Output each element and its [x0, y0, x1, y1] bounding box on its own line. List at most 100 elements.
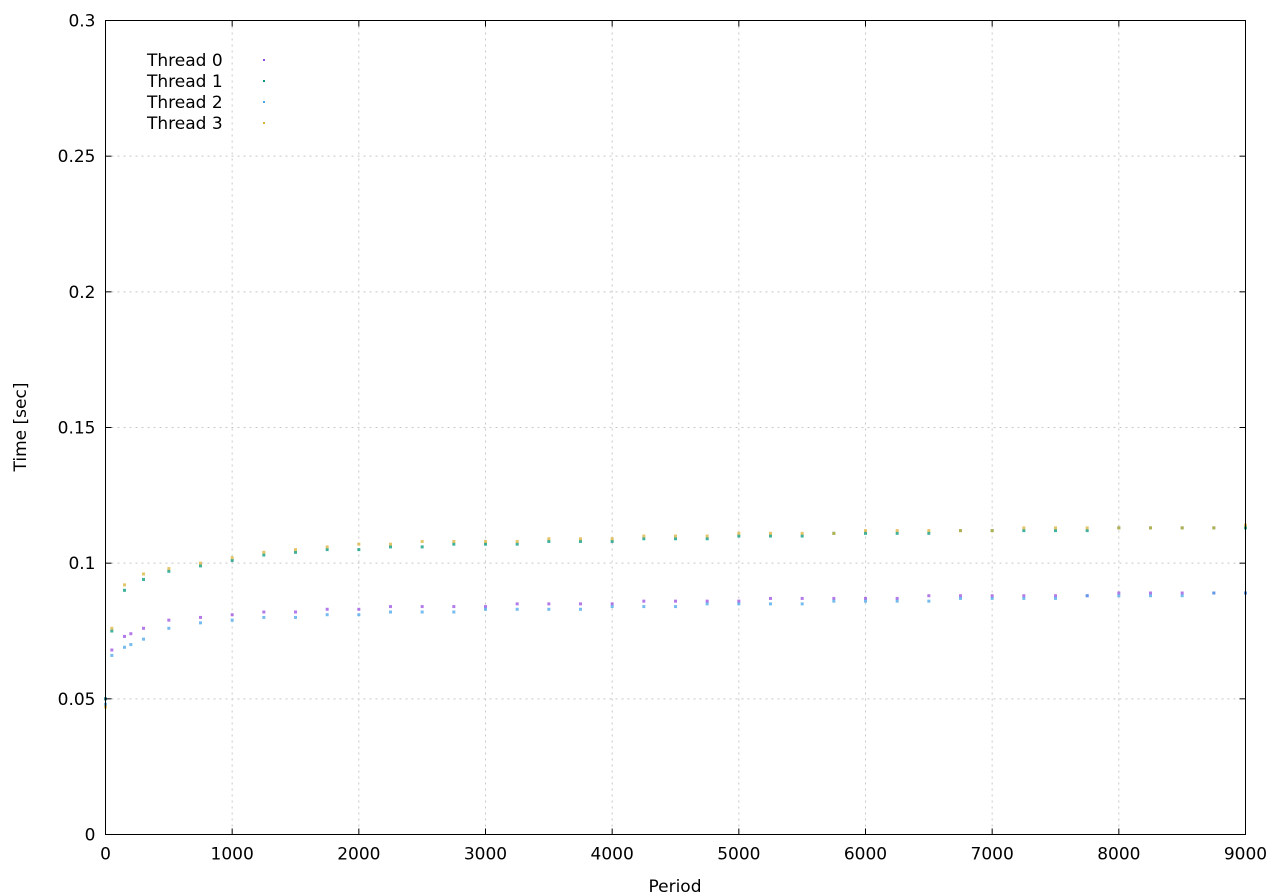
x-tick-label: 5000 — [717, 845, 760, 865]
data-point — [1022, 529, 1026, 533]
data-point — [705, 534, 709, 538]
data-point — [325, 548, 329, 552]
data-point — [515, 607, 519, 611]
data-point — [123, 583, 126, 587]
data-point — [927, 529, 931, 533]
data-point — [642, 599, 646, 603]
data-point — [167, 618, 171, 622]
data-point — [959, 529, 962, 533]
data-point — [357, 613, 361, 617]
x-axis-label: Period — [648, 877, 701, 896]
series-1-points — [104, 526, 1247, 701]
data-point — [864, 599, 867, 603]
data-points — [104, 523, 1247, 709]
data-point — [1085, 594, 1089, 598]
data-point — [142, 626, 145, 630]
data-point — [325, 607, 329, 611]
data-point — [547, 607, 551, 611]
y-tick-label: 0.2 — [68, 283, 95, 303]
data-point — [642, 534, 646, 538]
data-point — [769, 596, 772, 600]
grid — [105, 20, 1246, 835]
data-point — [167, 626, 171, 630]
axis-ticks — [105, 20, 1246, 835]
data-point — [110, 629, 114, 633]
data-point — [927, 594, 931, 598]
data-point — [959, 596, 962, 600]
data-point — [737, 599, 741, 603]
data-point — [1022, 526, 1026, 530]
data-point — [199, 564, 202, 568]
data-point — [895, 529, 899, 533]
x-tick-label: 2000 — [337, 845, 380, 865]
data-point — [1180, 526, 1184, 530]
y-axis-label: Time [sec] — [11, 383, 31, 473]
data-point — [800, 596, 804, 600]
data-point — [389, 605, 392, 609]
data-point — [199, 621, 202, 625]
data-point — [142, 637, 145, 641]
data-point — [357, 607, 361, 611]
legend-label: Thread 3 — [146, 114, 223, 134]
data-point — [484, 539, 487, 543]
data-point — [927, 599, 931, 603]
data-point — [110, 626, 114, 630]
legend-marker — [263, 122, 265, 124]
data-point — [674, 537, 677, 541]
data-point — [1054, 596, 1057, 600]
data-point — [769, 602, 772, 606]
data-point — [484, 607, 487, 611]
data-point — [357, 542, 361, 546]
data-point — [1149, 594, 1152, 598]
data-point — [294, 615, 297, 619]
data-point — [262, 550, 266, 554]
y-tick-label: 0.1 — [68, 554, 95, 574]
data-point — [262, 610, 266, 614]
data-point — [484, 605, 487, 609]
data-point — [895, 599, 899, 603]
data-point — [579, 602, 582, 606]
data-point — [832, 599, 836, 603]
data-point — [1054, 526, 1057, 530]
data-point — [895, 596, 899, 600]
data-point — [452, 610, 456, 614]
data-point — [674, 534, 677, 538]
data-point — [1085, 526, 1089, 530]
series-3-points — [104, 523, 1247, 709]
x-tick-label: 3000 — [464, 845, 507, 865]
data-point — [800, 531, 804, 535]
x-tick-label: 1000 — [211, 845, 254, 865]
y-tick-label: 0.05 — [58, 690, 96, 710]
data-point — [990, 529, 994, 533]
legend-label: Thread 2 — [146, 93, 223, 113]
data-point — [1180, 594, 1184, 598]
data-point — [895, 531, 899, 535]
data-point — [1149, 526, 1152, 530]
data-point — [230, 558, 234, 562]
data-point — [199, 615, 202, 619]
data-point — [1054, 529, 1057, 533]
y-tick-label: 0.15 — [58, 419, 96, 439]
data-point — [927, 531, 931, 535]
data-point — [230, 613, 234, 617]
data-point — [1117, 591, 1121, 595]
data-point — [484, 542, 487, 546]
tick-labels: 0 1000 2000 3000 4000 5000 6000 7000 8000 9000 0 0.… — [58, 12, 1267, 865]
data-point — [262, 615, 266, 619]
data-point — [642, 605, 646, 609]
data-point — [642, 537, 646, 541]
data-point — [579, 537, 582, 541]
data-point — [129, 643, 133, 647]
data-point — [769, 534, 772, 538]
x-tick-label: 6000 — [844, 845, 887, 865]
data-point — [579, 539, 582, 543]
data-point — [420, 539, 424, 543]
data-point — [230, 556, 234, 560]
data-point — [864, 529, 867, 533]
legend-marker — [263, 59, 265, 61]
data-point — [325, 613, 329, 617]
data-point — [1117, 526, 1121, 530]
data-point — [167, 569, 171, 573]
